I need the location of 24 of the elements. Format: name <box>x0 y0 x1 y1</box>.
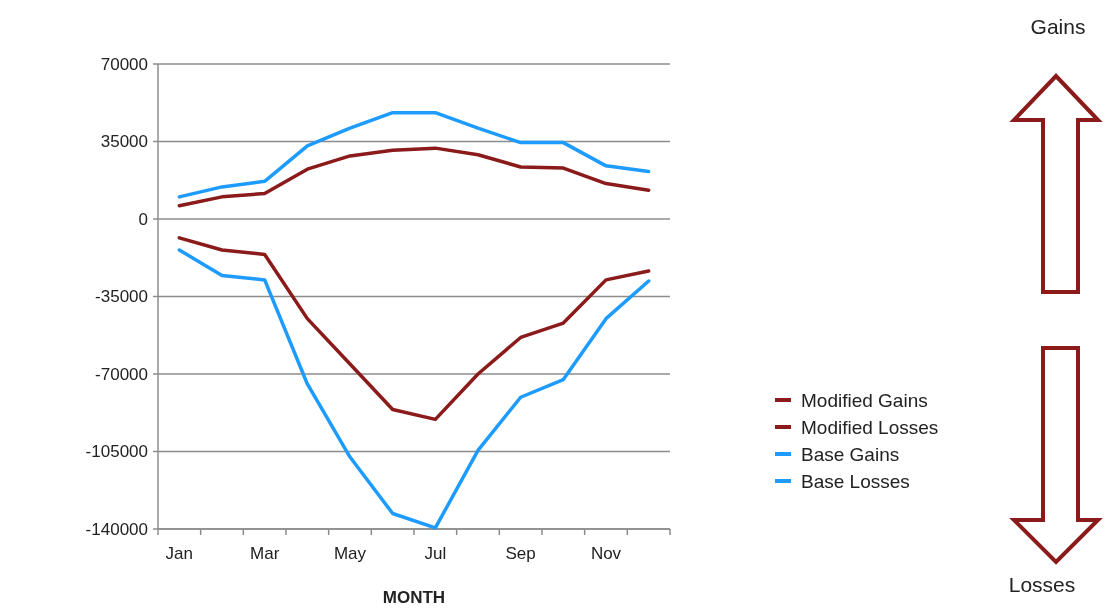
x-tick-label: Sep <box>505 544 536 563</box>
legend-label: Modified Gains <box>801 389 928 411</box>
x-tick-label: Jan <box>165 544 194 563</box>
line-series <box>177 146 651 208</box>
y-tick-label: -105000 <box>85 442 148 462</box>
y-tick-label: -35000 <box>95 287 148 307</box>
text: Losses <box>1008 573 1076 596</box>
line-series <box>177 248 651 530</box>
y-tick-label: 70000 <box>100 54 148 74</box>
line-series <box>177 110 651 199</box>
x-tick-label: Mar <box>250 544 280 563</box>
y-tick-label: 0 <box>138 209 148 229</box>
x-tick-label: May <box>333 544 367 563</box>
legend-label: Modified Losses <box>801 416 939 438</box>
x-tick-label: Jul <box>424 544 447 563</box>
y-tick-label: -70000 <box>95 364 148 384</box>
x-tick-label: Nov <box>590 544 622 563</box>
legend-label: Base Gains <box>801 443 900 465</box>
y-tick-label: -140000 <box>85 519 148 539</box>
legend-label: Base Losses <box>801 470 910 492</box>
text: Gains <box>1030 15 1086 38</box>
line-series <box>177 236 651 422</box>
x-axis-title: MONTH <box>382 588 446 607</box>
y-tick-label: 35000 <box>100 132 148 152</box>
